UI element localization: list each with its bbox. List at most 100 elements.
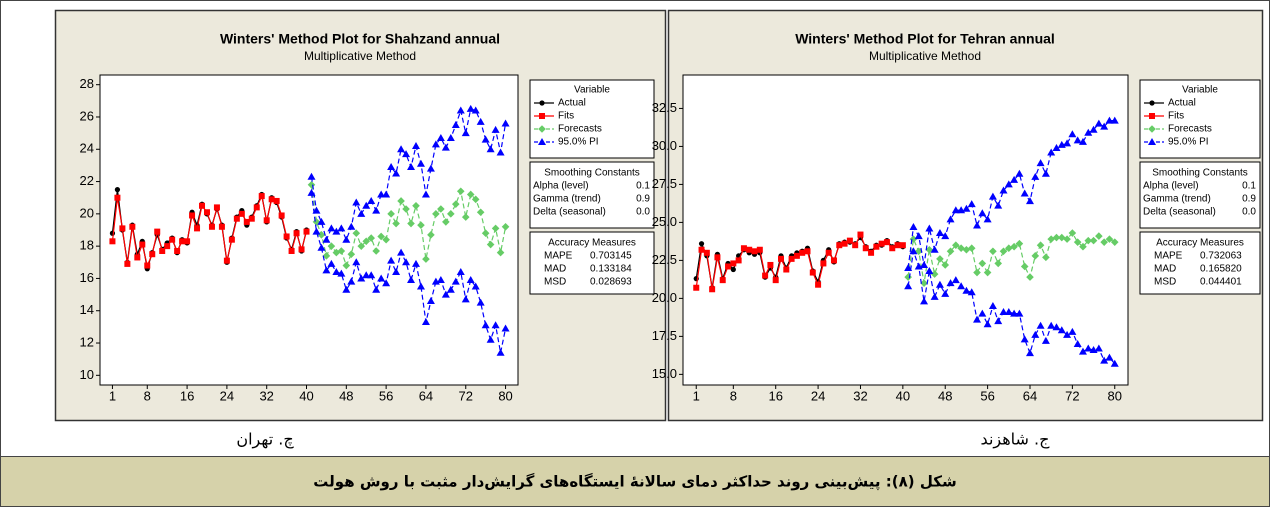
data-point: [283, 233, 290, 240]
data-point: [347, 222, 356, 230]
data-point: [114, 194, 121, 201]
data-point: [501, 119, 510, 127]
data-point: [1057, 326, 1066, 334]
data-point: [441, 143, 450, 151]
data-point: [322, 252, 331, 260]
y-tick-label: 25.0: [652, 214, 677, 229]
data-point: [442, 218, 450, 226]
data-point: [820, 260, 827, 267]
data-point: [951, 206, 960, 214]
data-point: [730, 266, 736, 273]
data-point: [154, 228, 161, 235]
data-point: [994, 317, 1003, 325]
x-tick-label: 80: [498, 388, 512, 403]
accuracy-title: Accuracy Measures: [1156, 238, 1244, 249]
data-point: [367, 234, 376, 242]
data-point: [1063, 330, 1072, 338]
chart-title: Winters' Method Plot for Tehran annual: [795, 31, 1055, 47]
data-point: [382, 279, 391, 287]
data-point: [342, 235, 351, 243]
legend-box: [529, 79, 655, 159]
x-tick-label: 16: [768, 388, 782, 403]
data-point: [1084, 128, 1093, 136]
data-point: [1047, 321, 1056, 329]
data-point: [114, 187, 121, 193]
data-point: [973, 221, 982, 229]
data-point: [783, 266, 790, 273]
data-point: [735, 257, 742, 264]
data-point: [1042, 253, 1050, 262]
data-point: [978, 309, 987, 317]
x-tick-label: 16: [180, 388, 194, 403]
x-tick-label: 24: [220, 388, 234, 403]
accuracy-value: 0.165820: [1200, 264, 1242, 275]
data-point: [402, 150, 411, 158]
data-point: [337, 247, 346, 255]
accuracy-label: MAD: [1154, 264, 1176, 275]
data-point: [213, 204, 220, 211]
data-point: [778, 255, 785, 262]
data-point: [322, 266, 331, 274]
data-point: [451, 277, 460, 285]
data-point: [119, 225, 126, 232]
data-point: [322, 235, 331, 243]
data-point: [421, 190, 430, 198]
data-point: [1084, 236, 1093, 245]
data-point: [243, 218, 250, 225]
data-point: [491, 224, 500, 233]
data-point: [1110, 359, 1119, 367]
data-point: [417, 221, 425, 229]
accuracy-value: 0.732063: [1200, 251, 1242, 262]
chart-subtitle: Multiplicative Method: [304, 49, 416, 63]
data-point: [218, 223, 225, 230]
data-point: [412, 201, 420, 210]
data-point: [1052, 233, 1061, 242]
x-tick-label: 8: [730, 388, 737, 403]
data-point: [1004, 308, 1013, 316]
y-tick-label: 28: [80, 76, 94, 91]
data-point: [501, 324, 510, 332]
accuracy-label: MSD: [544, 277, 566, 288]
data-point: [184, 238, 191, 245]
data-point: [397, 248, 406, 256]
series-line: [310, 192, 507, 353]
data-point: [1041, 169, 1050, 177]
data-point: [909, 247, 918, 255]
smoothing-box: [529, 161, 655, 229]
data-point: [312, 227, 321, 235]
data-point: [935, 280, 944, 288]
data-point: [999, 247, 1008, 256]
legend-label: Forecasts: [558, 124, 602, 135]
data-point: [962, 286, 971, 294]
y-tick-label: 30.0: [652, 138, 677, 153]
data-point: [496, 248, 505, 257]
accuracy-value: 0.028693: [590, 277, 632, 288]
data-point: [1052, 323, 1061, 331]
x-tick-label: 40: [299, 388, 313, 403]
data-point: [740, 245, 747, 252]
data-point: [307, 188, 316, 196]
data-point: [199, 202, 206, 209]
data-point: [935, 229, 944, 237]
data-point: [402, 258, 411, 266]
data-point: [973, 315, 982, 323]
data-point: [223, 257, 230, 264]
data-point: [941, 289, 950, 297]
data-point: [109, 238, 116, 245]
data-point: [441, 290, 450, 298]
x-tick-label: 24: [811, 388, 825, 403]
legend-marker: [539, 113, 545, 119]
data-point: [930, 245, 939, 253]
data-point: [189, 212, 196, 219]
data-point: [203, 209, 210, 216]
data-point: [481, 135, 490, 143]
data-point: [994, 259, 1003, 268]
accuracy-box: [529, 231, 655, 295]
data-point: [904, 273, 912, 281]
data-point: [962, 204, 971, 212]
data-point: [451, 200, 460, 208]
data-point: [1025, 349, 1034, 357]
data-point: [466, 104, 475, 112]
data-point: [298, 246, 305, 253]
